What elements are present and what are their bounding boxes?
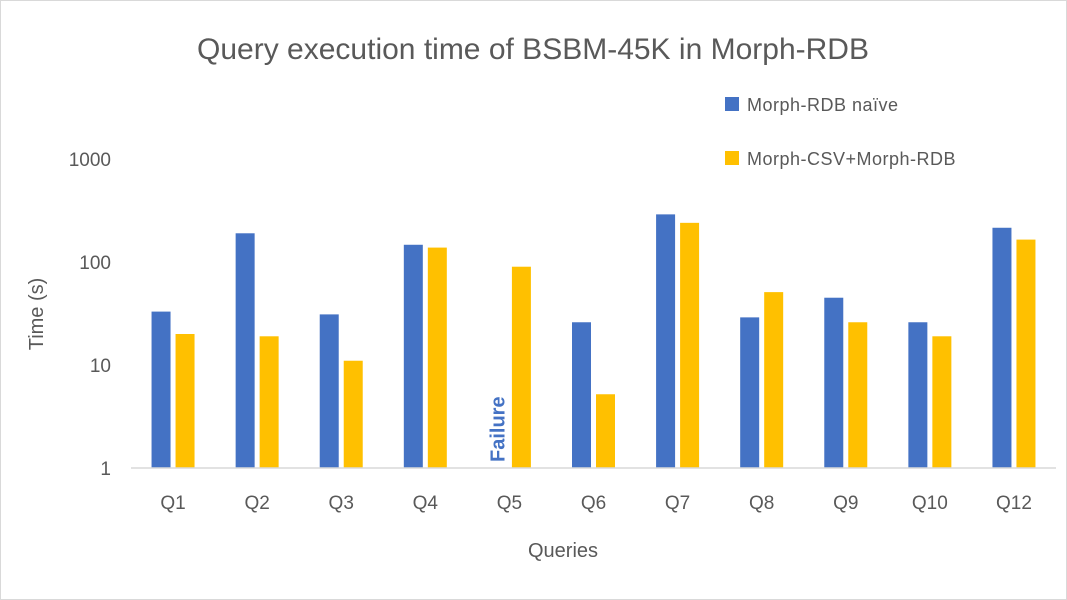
bar-morph-csv-morph-rdb-q6: [596, 394, 615, 468]
bar-morph-rdb-na-ve-q1: [151, 311, 171, 468]
bar-morph-csv-morph-rdb-q10: [932, 336, 952, 468]
bar-morph-csv-morph-rdb-q1: [175, 333, 195, 468]
failure-annotation: Failure: [487, 396, 509, 462]
x-axis-label: Queries: [528, 540, 598, 562]
bar-morph-csv-morph-rdb-q12: [1016, 239, 1036, 468]
bar-morph-csv-morph-rdb-q9: [848, 322, 868, 468]
x-axis-ticks: Q1 Q2 Q3 Q4 Q5 Q6 Q7 Q8 Q9 Q10 Q12: [160, 493, 1032, 514]
annotations: Failure: [487, 396, 509, 462]
bar-morph-rdb-na-ve-q3: [319, 314, 339, 468]
y-tick-label: 1000: [69, 150, 111, 171]
bar-morph-csv-morph-rdb-q5: [511, 266, 531, 468]
x-tick-label: Q6: [581, 493, 606, 514]
y-axis-ticks: 1 10 100 1000: [69, 150, 111, 480]
bar-morph-rdb-na-ve-q12: [992, 227, 1012, 468]
bar-morph-rdb-na-ve-q9: [824, 297, 844, 468]
bar-morph-rdb-na-ve-q4: [403, 244, 423, 468]
x-tick-label: Q8: [749, 493, 774, 514]
x-tick-label: Q4: [413, 493, 439, 514]
bar-morph-csv-morph-rdb-q8: [764, 292, 784, 468]
bar-morph-rdb-na-ve-q8: [740, 317, 760, 468]
bars: [151, 214, 1036, 468]
bar-morph-rdb-na-ve-q10: [908, 322, 928, 468]
bar-morph-csv-morph-rdb-q7: [680, 222, 700, 468]
bar-morph-rdb-na-ve-q7: [656, 214, 676, 468]
x-tick-label: Q7: [665, 493, 690, 514]
x-tick-label: Q10: [912, 493, 948, 514]
y-tick-label: 100: [79, 253, 111, 274]
x-tick-label: Q12: [996, 493, 1032, 514]
x-tick-label: Q1: [160, 493, 185, 514]
bar-morph-rdb-na-ve-q6: [572, 322, 591, 468]
y-tick-label: 1: [100, 459, 111, 480]
legend-label-morph-rdb-na-ve: Morph-RDB naïve: [747, 95, 899, 115]
legend-swatch-morph-csv-morph-rdb: [725, 151, 739, 165]
x-tick-label: Q2: [244, 493, 269, 514]
y-tick-label: 10: [90, 356, 111, 377]
chart-title: Query execution time of BSBM-45K in Morp…: [197, 33, 869, 66]
bar-morph-csv-morph-rdb-q3: [343, 360, 363, 468]
bar-morph-csv-morph-rdb-q4: [427, 247, 447, 468]
x-tick-label: Q3: [329, 493, 354, 514]
y-axis-label: Time (s): [26, 278, 48, 351]
x-tick-label: Q9: [833, 493, 858, 514]
x-tick-label: Q5: [497, 493, 522, 514]
legend-label-morph-csv-morph-rdb: Morph-CSV+Morph-RDB: [747, 149, 956, 169]
bar-morph-rdb-na-ve-q2: [235, 233, 255, 468]
bar-morph-csv-morph-rdb-q2: [259, 336, 279, 468]
legend-swatch-morph-rdb-na-ve: [725, 97, 739, 111]
legend: Morph-RDB naïve Morph-CSV+Morph-RDB: [725, 95, 956, 169]
